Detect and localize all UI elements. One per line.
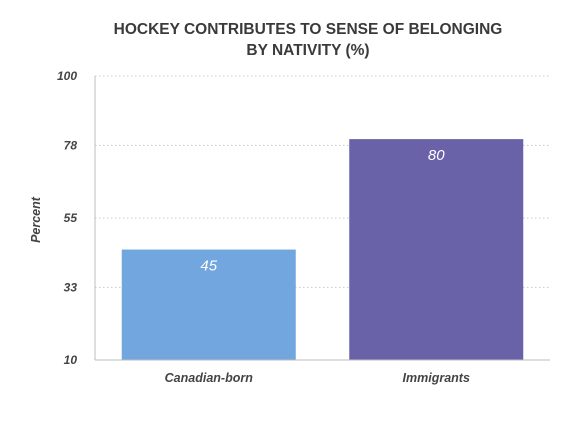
y-tick-label: 10 [64,353,78,367]
y-axis-label: Percent [29,196,43,243]
x-axis-categories: Canadian-born Immigrants [165,371,470,385]
chart-title-line-2: BY NATIVITY (%) [246,42,369,59]
y-tick-label: 78 [64,138,78,152]
x-category-label: Canadian-born [165,371,254,385]
y-tick-label: 33 [64,280,78,294]
bar-immigrants [349,139,524,360]
x-category-label: Immigrants [403,371,470,385]
bars: 45 80 [121,139,524,360]
chart-title-line-1: HOCKEY CONTRIBUTES TO SENSE OF BELONGING [114,21,503,38]
bar-value-label: 45 [200,258,217,275]
y-tick-label: 55 [64,211,78,225]
y-axis-ticks: 100 78 55 33 10 [57,69,77,367]
bar-canadian-born [121,249,296,360]
bar-value-label: 80 [428,147,445,164]
y-tick-label: 100 [57,69,77,83]
